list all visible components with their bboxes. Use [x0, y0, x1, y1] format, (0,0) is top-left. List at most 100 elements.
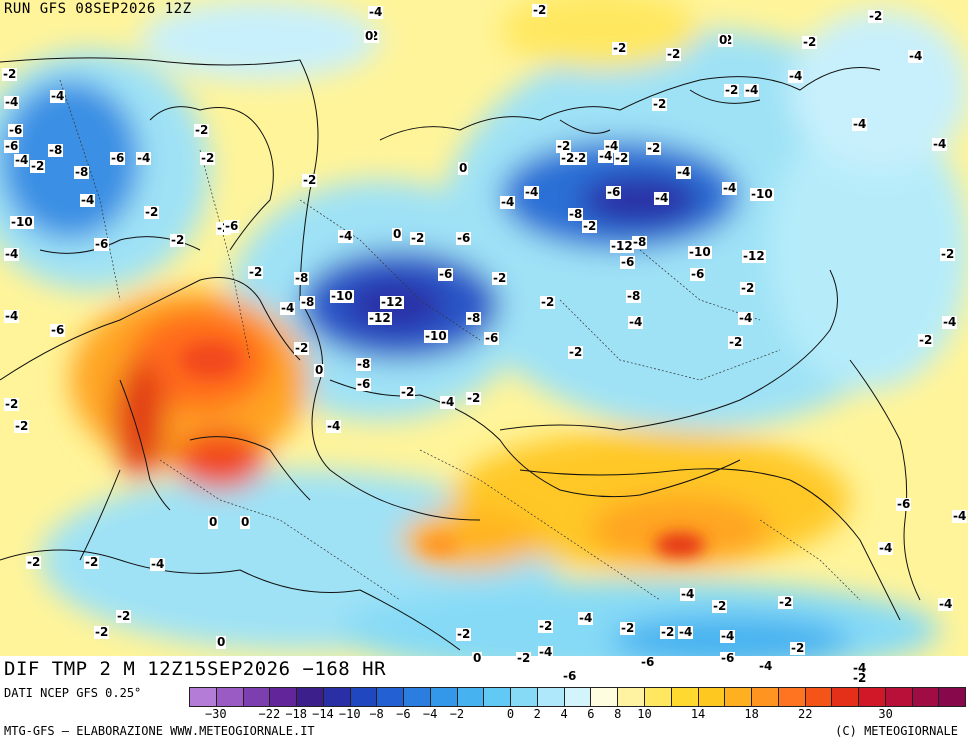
- legend-tick-label: 0: [506, 707, 515, 721]
- legend-swatch: [697, 687, 725, 707]
- legend-tick-label: 18: [744, 707, 759, 721]
- isotherm-value-label: -2: [740, 281, 756, 295]
- legend-swatch: [510, 687, 537, 707]
- isotherm-value-label: -2: [170, 233, 186, 247]
- legend-swatch: [831, 687, 859, 707]
- isotherm-value-label: -6: [640, 655, 656, 669]
- isotherm-value-label: -6: [720, 651, 736, 665]
- legend-tick-label: −4: [422, 707, 438, 721]
- isotherm-value-label: -4: [524, 185, 540, 199]
- isotherm-value-label: -2: [582, 219, 598, 233]
- legend-swatch: [456, 687, 484, 707]
- legend-tick-label: −22: [258, 707, 281, 721]
- legend-tick-label: 2: [533, 707, 541, 721]
- isotherm-value-label: -4: [678, 625, 694, 639]
- legend-tick-label: 14: [690, 707, 706, 721]
- isotherm-value-label: -6: [224, 219, 240, 233]
- isotherm-value-label: -6: [94, 237, 110, 251]
- isotherm-value-label: -2: [466, 391, 482, 405]
- isotherm-value-label: -6: [110, 151, 126, 165]
- isotherm-value-label: -4: [758, 659, 774, 673]
- isotherm-value-label: -10: [330, 289, 354, 303]
- isotherm-value-label: -2: [620, 621, 636, 635]
- isotherm-value-label: -4: [852, 117, 868, 131]
- isotherm-value-label: -2: [778, 595, 794, 609]
- isotherm-value-label: -6: [356, 377, 372, 391]
- legend-tick-label: −10: [338, 707, 361, 721]
- legend-swatch: [429, 687, 457, 707]
- isotherm-value-label: -2: [456, 627, 472, 641]
- isotherm-value-label: -8: [300, 295, 316, 309]
- legend-tick-label: 6: [587, 707, 595, 721]
- isotherm-value-label: -2: [918, 333, 934, 347]
- footer-credit: MTG-GFS – ELABORAZIONE WWW.METEOGIORNALE…: [4, 724, 315, 738]
- legend-swatch: [911, 687, 939, 707]
- isotherm-value-label: 0: [216, 635, 227, 649]
- isotherm-value-label: -6: [456, 231, 472, 245]
- isotherm-value-label: -2: [852, 671, 868, 685]
- map-title: DIF TMP 2 M 12Z15SEP2026 −168 HR: [0, 656, 458, 682]
- legend-swatch: [884, 687, 912, 707]
- isotherm-value-label: -2: [712, 599, 728, 613]
- isotherm-value-label: -8: [74, 165, 90, 179]
- isotherm-value-label: -4: [738, 311, 754, 325]
- legend-tick-label: −18: [285, 707, 308, 721]
- isotherm-value-label: 0: [208, 515, 219, 529]
- isotherm-value-label: -2: [666, 47, 682, 61]
- isotherm-value-label: -8: [466, 311, 482, 325]
- isotherm-value-label: -4: [4, 95, 20, 109]
- isotherm-value-label: -4: [4, 309, 20, 323]
- isotherm-value-label: -4: [744, 83, 760, 97]
- isotherm-value-label: -2: [568, 345, 584, 359]
- legend-tick-label: 30: [878, 707, 893, 721]
- isotherm-value-label: -6: [690, 267, 706, 281]
- isotherm-value-label: -2: [556, 139, 572, 153]
- isotherm-value-label: -6: [896, 497, 912, 511]
- isotherm-value-label: 0: [364, 29, 375, 43]
- legend-tick-label: −6: [396, 707, 411, 721]
- anomaly-fields: [0, 0, 968, 656]
- legend-swatch: [403, 687, 430, 707]
- isotherm-value-label: -2: [572, 151, 588, 165]
- isotherm-value-label: 0: [240, 515, 251, 529]
- isotherm-value-label: -10: [10, 215, 34, 229]
- isotherm-value-label: -2: [652, 97, 668, 111]
- isotherm-value-label: -2: [4, 397, 20, 411]
- legend-swatch: [938, 687, 967, 707]
- isotherm-value-label: -12: [368, 311, 392, 325]
- legend-swatch: [189, 687, 216, 707]
- legend-swatch: [483, 687, 511, 707]
- isotherm-value-label: -4: [338, 229, 354, 243]
- isotherm-value-label: -4: [942, 315, 958, 329]
- isotherm-value-label: -10: [688, 245, 712, 259]
- isotherm-value-label: -2: [516, 651, 532, 665]
- legend-tick-label: −30: [204, 707, 227, 721]
- isotherm-value-label: -2: [728, 335, 744, 349]
- isotherm-value-label: 0: [392, 227, 403, 241]
- legend-swatch: [751, 687, 778, 707]
- legend-swatch: [376, 687, 404, 707]
- isotherm-value-label: -2: [540, 295, 556, 309]
- isotherm-value-label: -2: [26, 555, 42, 569]
- footer-copyright: (C) METEOGIORNALE: [835, 724, 958, 738]
- coastlines: [0, 57, 921, 651]
- temperature-anomaly-map: [0, 0, 968, 656]
- legend-swatch: [644, 687, 671, 707]
- legend-swatch: [242, 687, 270, 707]
- legend-swatch: [777, 687, 805, 707]
- legend-tick-label: 8: [614, 707, 622, 721]
- isotherm-value-label: -2: [612, 41, 628, 55]
- legend-swatch: [563, 687, 591, 707]
- isotherm-value-label: -12: [610, 239, 634, 253]
- isotherm-value-label: -2: [94, 625, 110, 639]
- isotherm-value-label: -4: [440, 395, 456, 409]
- isotherm-value-label: -6: [50, 323, 66, 337]
- isotherm-value-label: 0: [472, 651, 483, 665]
- isotherm-value-label: -4: [150, 557, 166, 571]
- isotherm-value-label: -6: [8, 123, 24, 137]
- legend-tick-label: −8: [369, 707, 384, 721]
- isotherm-value-label: -4: [676, 165, 692, 179]
- legend-swatch: [724, 687, 752, 707]
- isotherm-value-label: -2: [14, 419, 30, 433]
- isotherm-value-label: -4: [368, 5, 384, 19]
